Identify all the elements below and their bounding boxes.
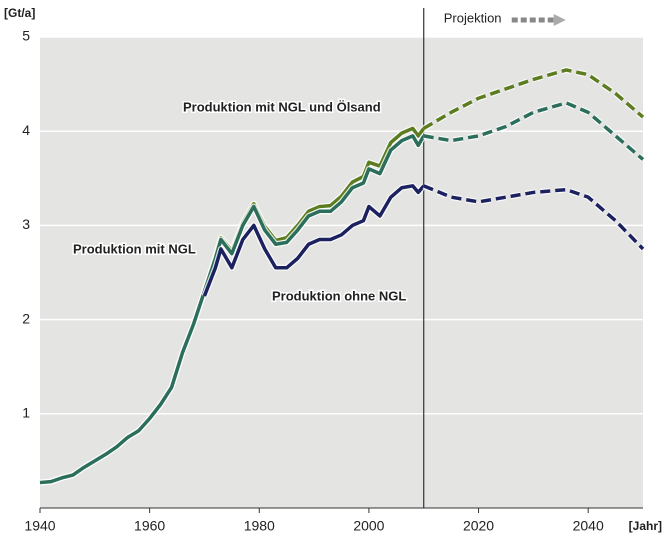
series-label: Produktion mit NGL und Ölsand bbox=[183, 99, 381, 114]
texts: 1 2 3 4 5 1940 1960 1980 2000 2020 2040 Projektion P… bbox=[22, 10, 604, 533]
series-label: Produktion ohne NGL bbox=[272, 288, 406, 303]
line bbox=[423, 101, 645, 161]
annotation: Projektion bbox=[444, 10, 502, 25]
y-tick-label: 2 bbox=[22, 310, 30, 326]
grid bbox=[39, 8, 643, 513]
series-label: Produktion mit NGL bbox=[73, 241, 196, 256]
x-tick-label: 2020 bbox=[463, 518, 494, 534]
x-tick-label: 1980 bbox=[244, 518, 275, 534]
projection-arrow-head bbox=[553, 14, 566, 26]
line bbox=[202, 184, 426, 297]
y-tick-label: 4 bbox=[22, 122, 30, 138]
y-axis-label: [Gt/a] bbox=[4, 6, 35, 20]
y-tick-label: 3 bbox=[22, 216, 30, 232]
lines bbox=[39, 66, 646, 486]
x-tick-label: 2040 bbox=[573, 518, 604, 534]
line bbox=[423, 184, 645, 251]
y-tick-label: 5 bbox=[22, 28, 30, 44]
x-tick-label: 1960 bbox=[134, 518, 165, 534]
x-axis-label: [Jahr] bbox=[629, 519, 662, 533]
x-tick-label: 1940 bbox=[24, 518, 55, 534]
x-tick-label: 2000 bbox=[353, 518, 384, 534]
y-tick-label: 1 bbox=[22, 405, 30, 421]
line bbox=[39, 134, 426, 485]
line bbox=[422, 68, 645, 130]
